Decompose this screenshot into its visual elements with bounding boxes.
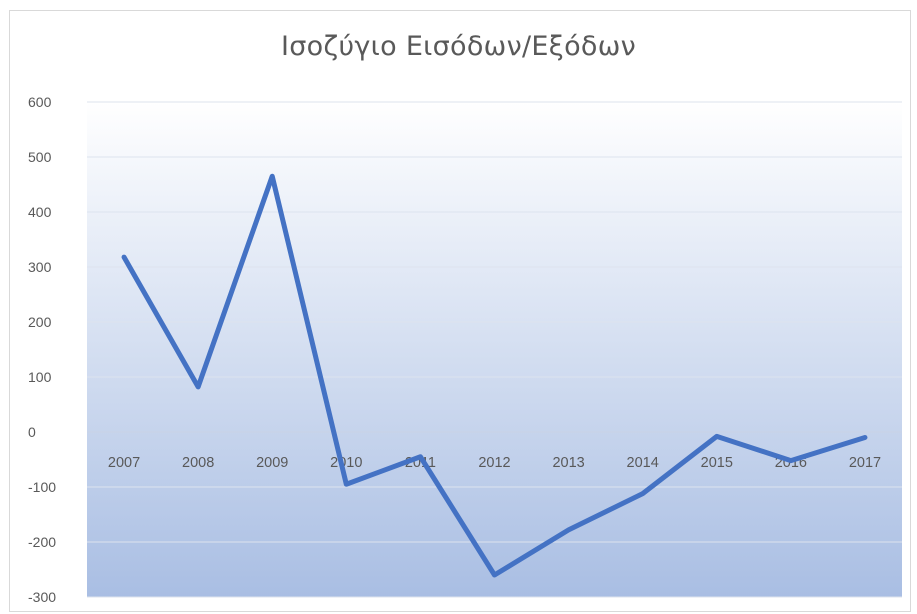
- chart-title: Ισοζύγιο Εισόδων/Εξόδων: [281, 31, 636, 62]
- y-tick-label: -200: [28, 534, 56, 550]
- y-tick-label: -100: [28, 479, 56, 495]
- y-tick-label: 300: [28, 259, 52, 275]
- series-line: [121, 173, 868, 578]
- y-tick-label: 400: [28, 204, 52, 220]
- y-tick-label: 200: [28, 314, 52, 330]
- plot-area: [87, 102, 902, 597]
- x-tick-label: 2010: [330, 455, 362, 471]
- x-tick-label: 2017: [849, 455, 881, 471]
- x-tick-label: 2013: [552, 455, 584, 471]
- y-tick-label: 500: [28, 149, 52, 165]
- y-tick-label: 600: [28, 94, 52, 110]
- x-tick-label: 2014: [627, 455, 659, 471]
- x-tick-label: 2008: [182, 455, 214, 471]
- y-tick-label: -300: [28, 589, 56, 605]
- x-tick-label: 2012: [478, 455, 510, 471]
- x-tick-label: 2007: [108, 455, 140, 471]
- x-tick-label: 2009: [256, 455, 288, 471]
- x-tick-label: 2015: [701, 455, 733, 471]
- y-tick-label: 100: [28, 369, 52, 385]
- y-tick-label: 0: [28, 424, 36, 440]
